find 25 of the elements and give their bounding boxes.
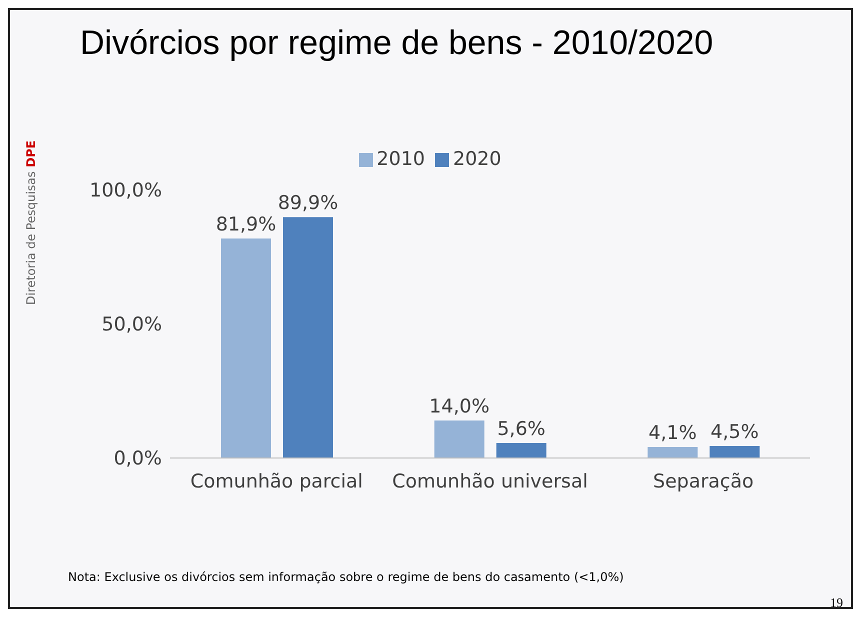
data-label: 81,9%: [216, 214, 276, 236]
x-tick-label: Separação: [653, 470, 754, 492]
data-label: 5,6%: [497, 418, 546, 440]
text: Nota: Exclusive os divórcios sem informação sobre o regime de bens do casamento (<1,0%): [68, 570, 624, 584]
text: 19: [830, 595, 843, 611]
bar: [710, 446, 760, 458]
data-label: 14,0%: [429, 395, 490, 418]
x-tick-label: Comunhão universal: [392, 470, 588, 492]
bar: [648, 447, 698, 458]
legend-label: 2010: [376, 148, 425, 170]
bar: [496, 442, 546, 458]
data-label: 4,5%: [710, 420, 759, 443]
y-tick-label: 50,0%: [102, 314, 162, 336]
bar: [221, 238, 271, 458]
x-tick-label: Comunhão parcial: [190, 470, 363, 492]
data-label: 4,1%: [648, 422, 697, 444]
legend-label: 2020: [453, 148, 502, 170]
text: Diretoria de Pesquisas: [24, 171, 38, 305]
y-tick-label: 100,0%: [90, 180, 162, 202]
text: DPE: [24, 140, 38, 168]
chart-title: Divórcios por regime de bens - 2010/2020: [80, 24, 714, 63]
y-tick-label: 0,0%: [114, 448, 162, 470]
data-label: 89,9%: [278, 192, 338, 214]
bar: [283, 217, 333, 458]
bar: [434, 420, 484, 458]
